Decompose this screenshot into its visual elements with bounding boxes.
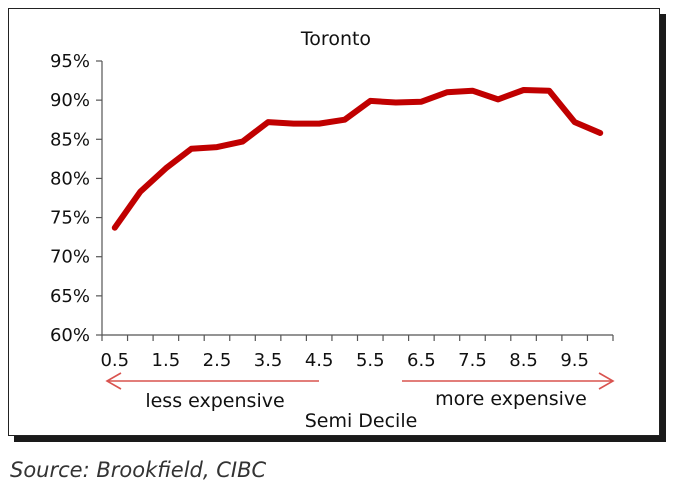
- x-tick-label: 0.5: [100, 350, 129, 371]
- line-chart: Toronto 60% 65% 70% 75% 80% 85% 90% 95% 0.5 1.5 2…: [50, 28, 615, 432]
- chart-title: Toronto: [300, 28, 371, 50]
- x-tick-label: 3.5: [254, 350, 283, 371]
- x-tick-label: 2.5: [203, 350, 232, 371]
- y-tick-label: 80%: [50, 168, 90, 189]
- y-tick-label: 65%: [50, 286, 90, 307]
- arrow-left-head: [105, 372, 122, 390]
- annotation-arrows: [105, 372, 615, 390]
- y-tick-label: 75%: [50, 208, 90, 229]
- x-tick-label: 4.5: [305, 350, 334, 371]
- chart-frame: Toronto 60% 65% 70% 75% 80% 85% 90% 95% 0.5 1.5 2…: [8, 8, 660, 436]
- x-tick-label: 8.5: [509, 350, 538, 371]
- y-tick-label: 90%: [50, 90, 90, 111]
- annotation-less-expensive: less expensive: [145, 390, 284, 412]
- x-tick-label: 5.5: [356, 350, 385, 371]
- y-tick-label: 95%: [50, 51, 90, 72]
- arrow-right-head: [598, 372, 615, 390]
- x-axis-label: Semi Decile: [305, 410, 418, 432]
- series-layer: [111, 87, 604, 231]
- y-axis: 60% 65% 70% 75% 80% 85% 90% 95%: [50, 51, 103, 346]
- x-tick-label: 9.5: [560, 350, 589, 371]
- x-tick-label: 7.5: [458, 350, 487, 371]
- y-tick-label: 85%: [50, 129, 90, 150]
- x-tick-label: 6.5: [407, 350, 436, 371]
- series-line: [111, 87, 604, 231]
- y-tick-label: 60%: [50, 325, 90, 346]
- source-note: Source: Brookfield, CIBC: [10, 458, 267, 482]
- x-tick-label: 1.5: [152, 350, 181, 371]
- y-tick-label: 70%: [50, 247, 90, 268]
- annotation-more-expensive: more expensive: [435, 388, 587, 410]
- x-axis: 0.5 1.5 2.5 3.5 4.5 5.5 6.5 7.5 8.5 9.5: [100, 334, 614, 371]
